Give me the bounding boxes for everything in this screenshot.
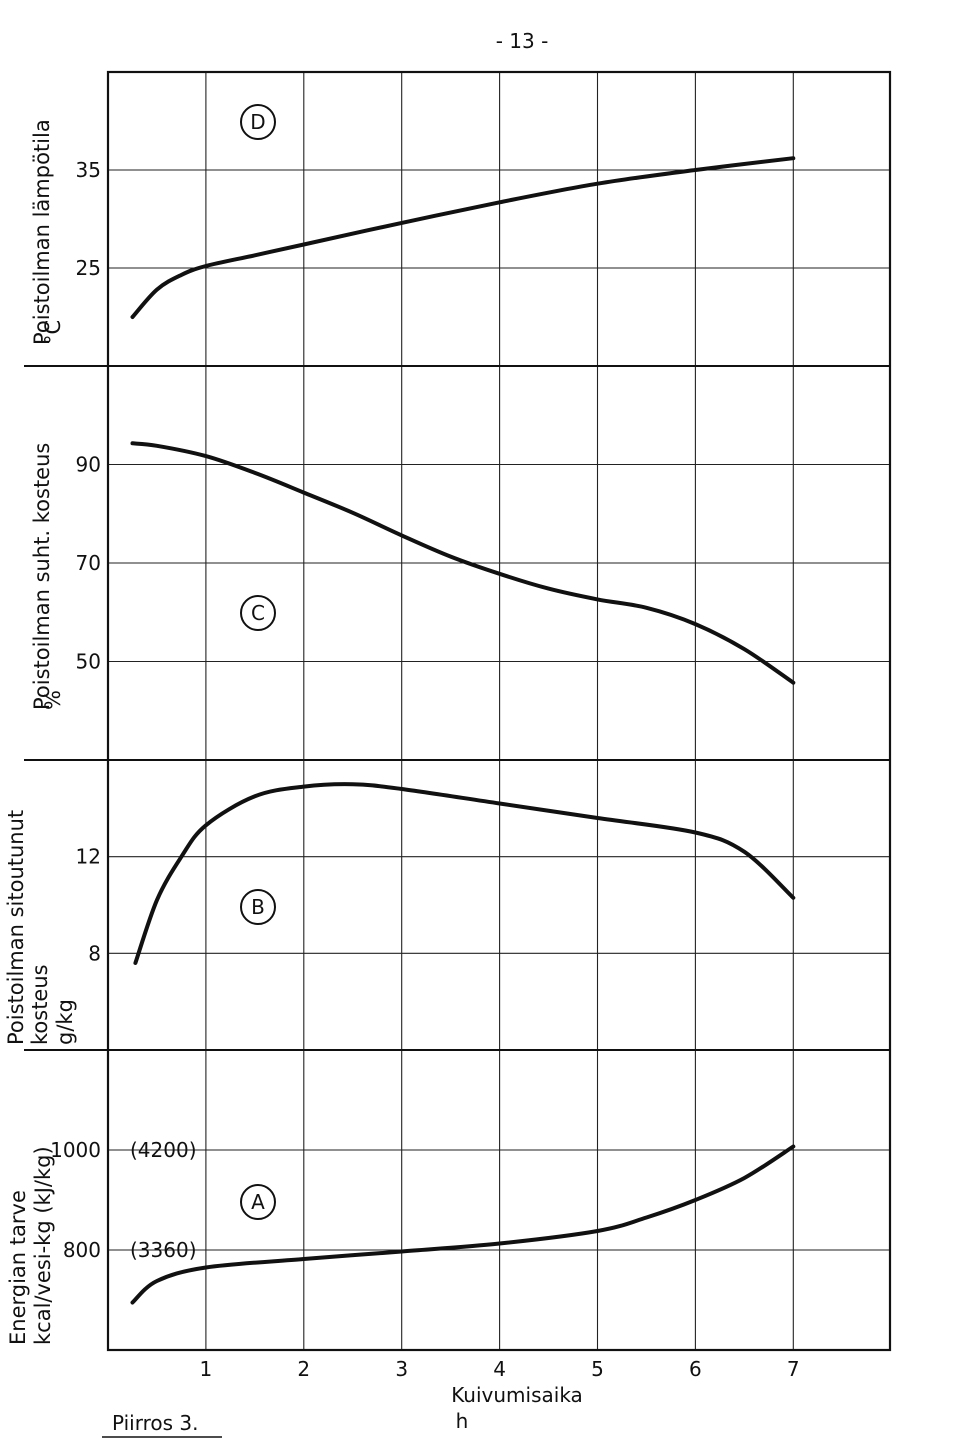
y-tick-label: 8 [88,941,101,965]
frame-layer [24,70,892,1352]
y-tick-label: 1000 [50,1138,101,1162]
y-tick-label: 12 [76,845,101,869]
curve-layer [130,156,796,1305]
x-tick-label: 6 [689,1357,702,1381]
figure-caption: Piirros 3. [112,1411,198,1435]
x-tick-label: 1 [200,1357,213,1381]
y-tick-label: 35 [76,158,101,182]
y-axis-label: kcal/vesi-kg (kJ/kg) [31,1146,55,1345]
y-tick-label: 800 [63,1238,101,1262]
panel-marker-circle [240,1184,276,1220]
y-tick-annotation: (4200) [130,1138,197,1162]
grid-layer [108,72,890,1350]
panel-marker-circle [240,104,276,140]
panel-marker-circle [240,595,276,631]
y-axis-label: Poistoilman sitoutunut [4,810,28,1045]
y-axis-label: % [41,690,65,710]
panel-marker-label: C [251,601,265,625]
y-axis-label: Energian tarve [6,1190,30,1345]
x-tick-label: 7 [787,1357,800,1381]
y-tick-label: 90 [76,453,101,477]
y-axis-label: Poistoilman suht. kosteus [30,443,54,710]
y-tick-label: 50 [76,650,101,674]
x-tick-label: 3 [395,1357,408,1381]
panel-marker-label: A [251,1190,265,1214]
x-axis-label: Kuivumisaika [451,1383,583,1407]
series-line-D [130,156,796,319]
series-line-B [133,782,796,965]
series-line-C [130,441,796,685]
x-tick-label: 4 [493,1357,506,1381]
series-line-A [130,1144,796,1305]
y-tick-label: 25 [76,256,101,280]
plot-frame [106,70,892,1352]
x-axis-unit: h [456,1409,469,1433]
panel-marker-label: D [250,110,265,134]
x-tick-label: 2 [297,1357,310,1381]
y-axis-label: kosteus [28,964,52,1045]
y-axis-label: g/kg [53,999,77,1045]
y-tick-annotation: (3360) [130,1238,197,1262]
panel-marker-label: B [251,895,265,919]
y-tick-label: 70 [76,551,101,575]
page-number: - 13 - [496,29,549,53]
panel-marker-circle [240,889,276,925]
y-axis-label: °C [41,320,65,345]
x-tick-label: 5 [591,1357,604,1381]
y-axis-label: Poistoilman lämpötila [30,119,54,345]
